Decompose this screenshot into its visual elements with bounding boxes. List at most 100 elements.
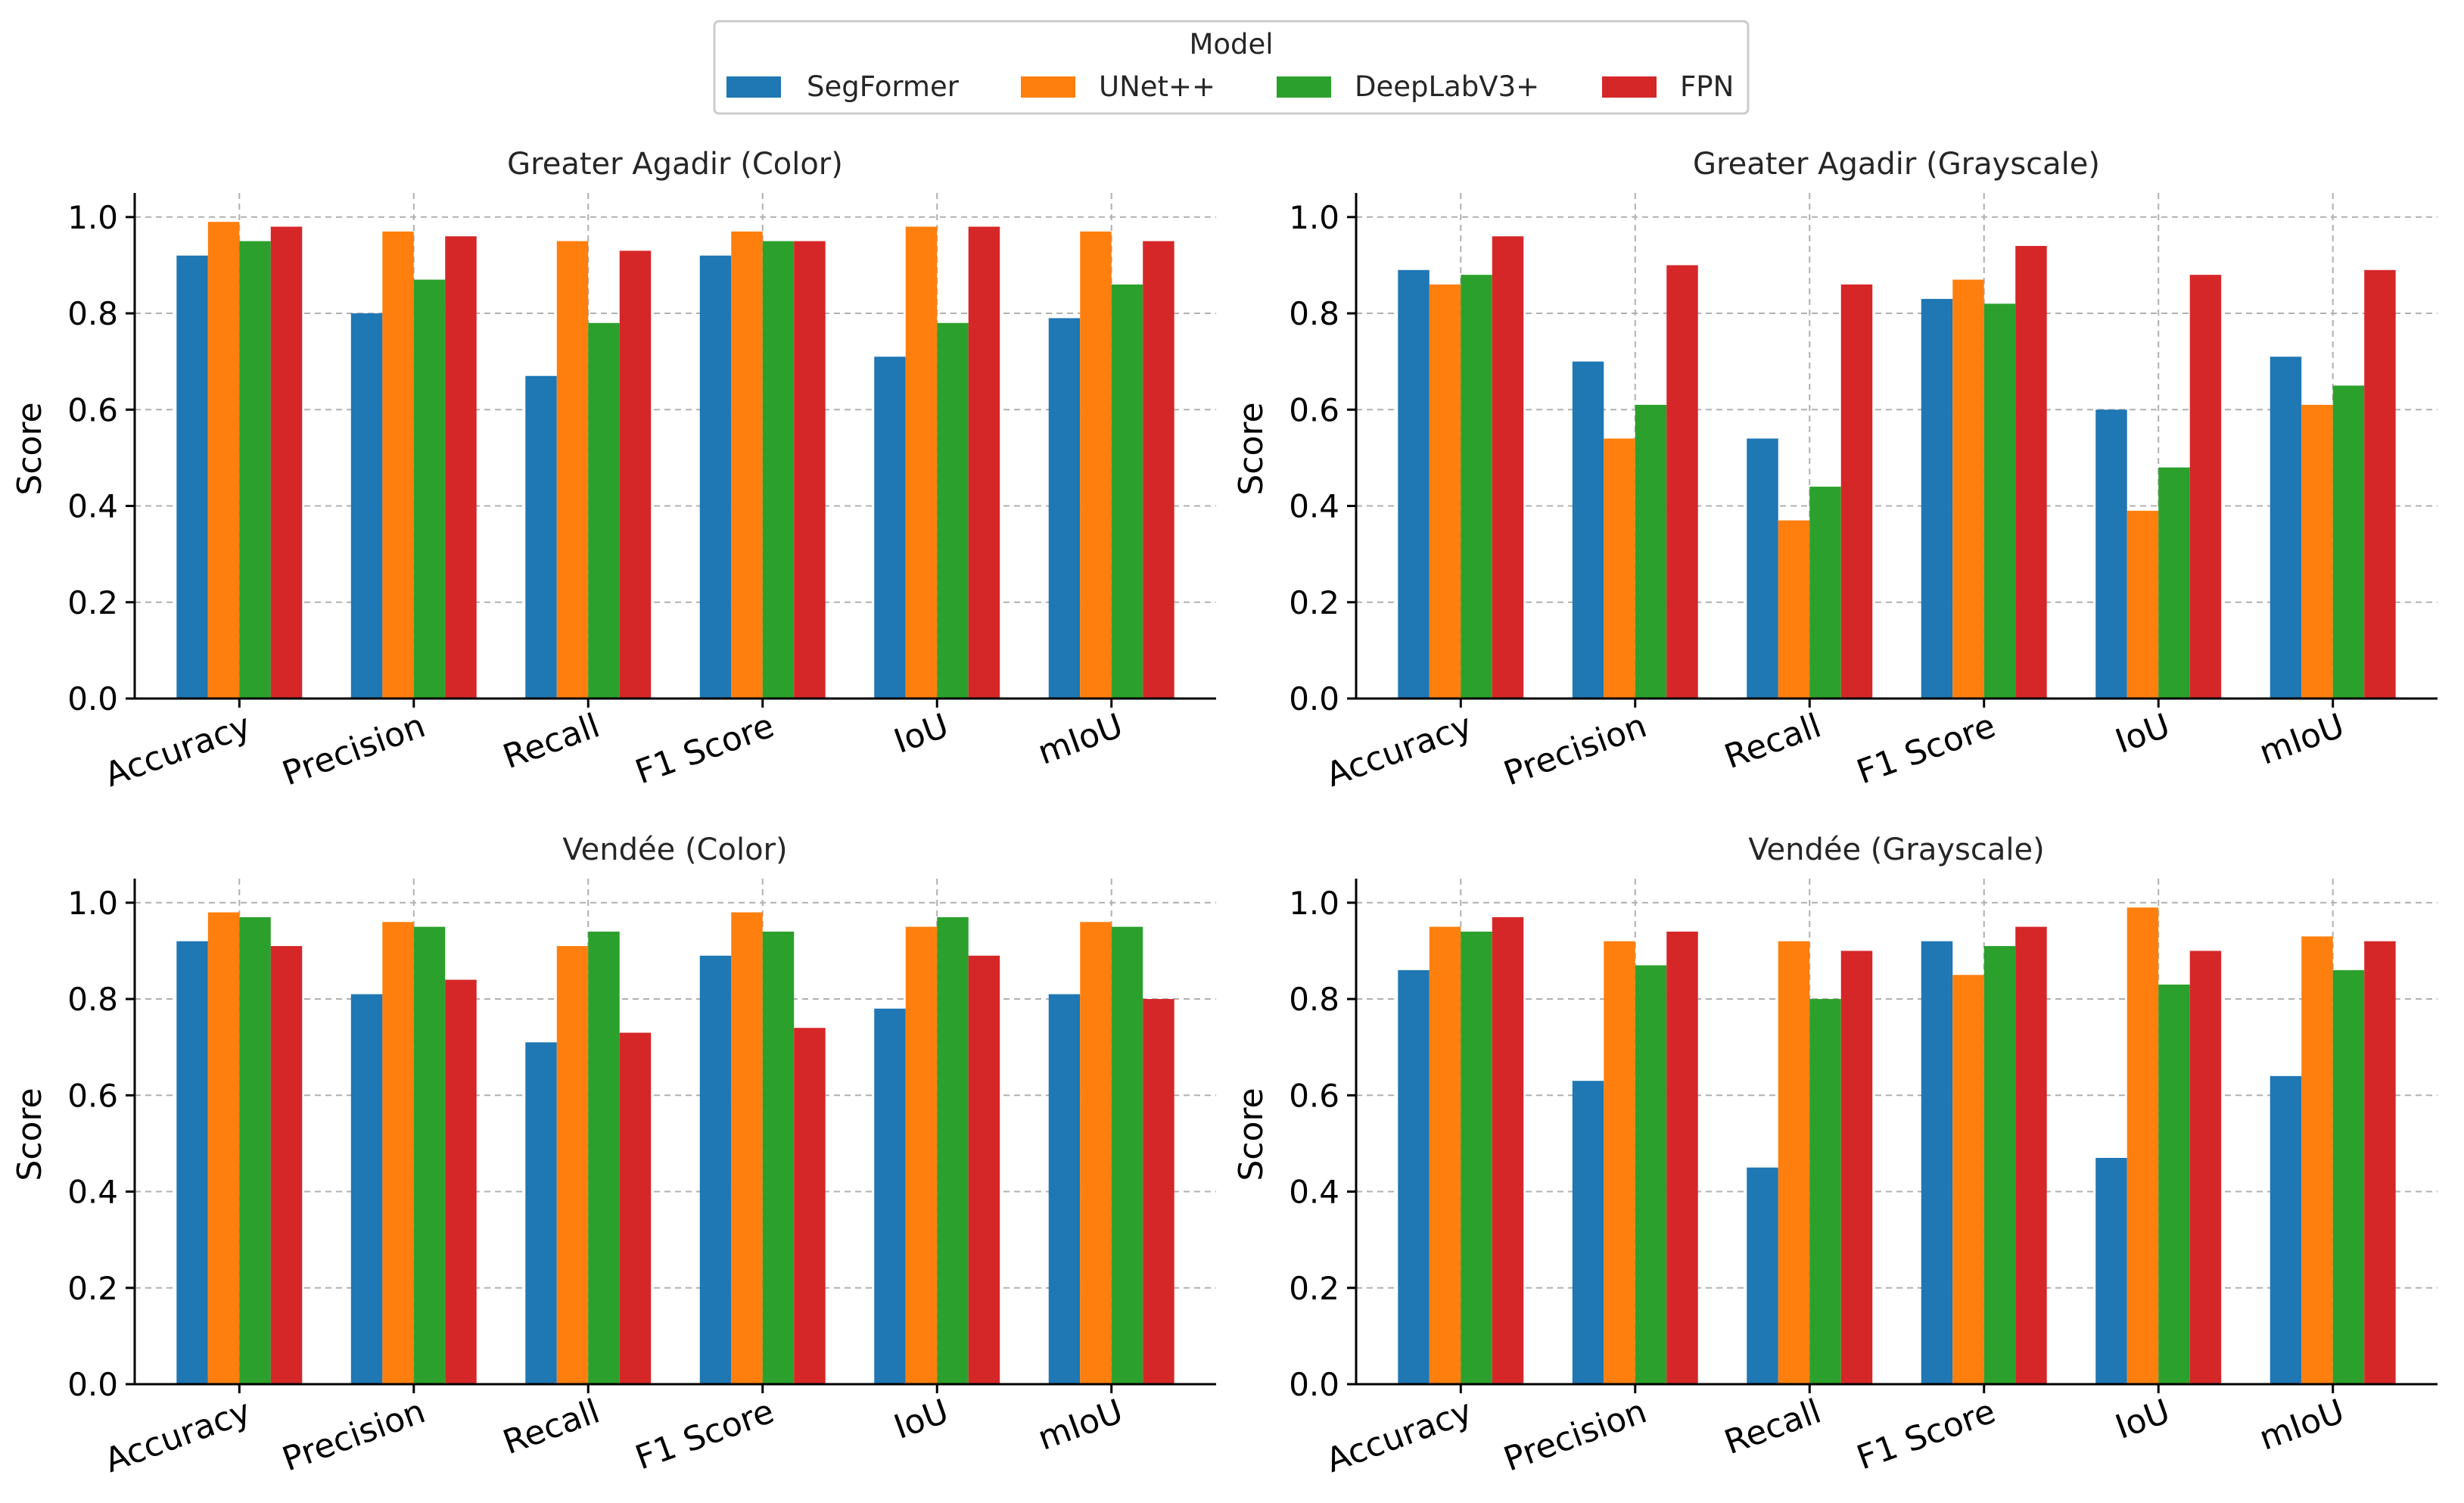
legend: Model SegFormer UNet++ DeepLabV3+ FPN: [713, 20, 1750, 115]
y-tick-label: 0.4: [1289, 1174, 1339, 1211]
bar-unet-miou: [1080, 231, 1112, 699]
legend-item-segformer: SegFormer: [726, 70, 960, 103]
bar-unet-precision: [382, 231, 414, 699]
bar-segformer-precision: [350, 994, 383, 1384]
bar-segformer-precision: [350, 313, 383, 699]
bar-deeplabv3-miou: [2332, 385, 2365, 699]
bar-segformer-precision: [1572, 361, 1604, 699]
bar-segformer-iou: [2095, 1157, 2127, 1384]
series-segformer: [1398, 269, 2302, 699]
legend-title: Model: [1189, 28, 1273, 61]
y-tick-label: 0.8: [1289, 981, 1339, 1018]
bar-fpn-precision: [1666, 931, 1698, 1384]
bar-unet-iou: [2126, 510, 2159, 699]
legend-label-segformer: SegFormer: [807, 70, 960, 103]
bar-segformer-miou: [1048, 994, 1081, 1384]
bar-fpn-miou: [2364, 941, 2396, 1384]
series-unet: [207, 222, 1112, 699]
y-tick-label: 0.4: [67, 488, 118, 525]
y-tick-label: 0.6: [67, 1077, 118, 1114]
bar-segformer-precision: [1572, 1081, 1604, 1384]
y-ticks: 0.0 0.2 0.4 0.6 0.8 1.0: [1289, 885, 1356, 1403]
y-tick-label: 0.8: [1289, 295, 1339, 332]
chart-title: Vendée (Grayscale): [1748, 832, 2044, 867]
series-unet: [1429, 279, 2333, 699]
bar-unet-accuracy: [207, 912, 240, 1384]
y-tick-label: 1.0: [67, 199, 118, 236]
bar-deeplabv3-iou: [2158, 467, 2190, 699]
y-tick-label: 0.0: [1289, 680, 1339, 717]
legend-swatch-unetpp: [1021, 76, 1075, 98]
bars: [1398, 907, 2396, 1384]
bar-deeplabv3-miou: [1111, 926, 1143, 1384]
bar-deeplabv3-f1-score: [1983, 303, 2016, 699]
series-unet: [207, 912, 1112, 1384]
legend-swatch-deeplabv3p: [1277, 76, 1331, 98]
bar-fpn-precision: [445, 236, 477, 699]
bar-deeplabv3-accuracy: [239, 916, 271, 1384]
y-tick-label: 1.0: [1289, 885, 1339, 922]
bar-unet-f1-score: [1952, 975, 1984, 1384]
bar-fpn-miou: [1143, 241, 1174, 699]
bar-unet-precision: [382, 922, 414, 1384]
y-axis-label: Score: [11, 402, 49, 495]
bar-fpn-recall: [1840, 284, 1873, 699]
bar-deeplabv3-iou: [2158, 984, 2190, 1384]
bar-fpn-f1-score: [794, 1028, 826, 1384]
legend-item-deeplabv3p: DeepLabV3+: [1277, 70, 1539, 103]
y-tick-label: 0.4: [67, 1174, 118, 1211]
bar-deeplabv3-f1-score: [1983, 946, 2016, 1384]
series-deeplabv3: [239, 241, 1143, 699]
bar-fpn-accuracy: [1492, 916, 1524, 1384]
chart-title: Greater Agadir (Grayscale): [1693, 147, 2100, 182]
bar-deeplabv3-accuracy: [239, 241, 271, 699]
bar-fpn-iou: [968, 955, 1000, 1384]
series-deeplabv3: [239, 916, 1143, 1384]
bar-deeplabv3-recall: [588, 322, 620, 699]
bar-segformer-miou: [2270, 356, 2302, 699]
bars: [176, 222, 1174, 699]
bar-fpn-recall: [619, 1032, 652, 1384]
bar-fpn-accuracy: [270, 946, 303, 1384]
bar-segformer-accuracy: [1398, 969, 1430, 1384]
y-tick-label: 0.2: [67, 1270, 118, 1307]
chart-title: Vendée (Color): [562, 832, 787, 867]
bar-fpn-miou: [2364, 269, 2396, 699]
bar-unet-recall: [556, 946, 589, 1384]
legend-item-fpn: FPN: [1602, 70, 1734, 103]
bar-segformer-iou: [874, 356, 906, 699]
bar-segformer-iou: [2095, 409, 2127, 699]
bar-deeplabv3-precision: [1635, 965, 1667, 1384]
legend-swatch-fpn: [1602, 76, 1657, 98]
bar-deeplabv3-miou: [2332, 969, 2365, 1384]
series-segformer: [176, 255, 1081, 699]
chart-title: Greater Agadir (Color): [507, 147, 843, 182]
series-segformer: [1398, 941, 2302, 1384]
bar-segformer-accuracy: [176, 941, 208, 1384]
series-fpn: [270, 226, 1174, 699]
y-axis-label: Score: [11, 1088, 49, 1181]
bar-unet-accuracy: [207, 222, 240, 699]
y-tick-label: 0.8: [67, 295, 118, 332]
series-unet: [1429, 907, 2333, 1384]
legend-label-deeplabv3p: DeepLabV3+: [1355, 70, 1539, 103]
y-tick-label: 0.4: [1289, 488, 1339, 525]
bar-deeplabv3-precision: [413, 926, 446, 1384]
y-tick-label: 0.8: [67, 981, 118, 1018]
y-tick-label: 0.0: [67, 1366, 118, 1403]
bar-segformer-recall: [525, 1042, 557, 1384]
bar-fpn-recall: [1840, 951, 1873, 1384]
bar-deeplabv3-precision: [1635, 404, 1667, 699]
y-tick-label: 0.2: [1289, 584, 1339, 621]
bar-deeplabv3-iou: [937, 916, 969, 1384]
y-tick-label: 1.0: [67, 885, 118, 922]
bar-unet-accuracy: [1429, 926, 1461, 1384]
bar-unet-iou: [905, 926, 938, 1384]
series-deeplabv3: [1461, 931, 2365, 1384]
bar-fpn-f1-score: [2015, 926, 2047, 1384]
bar-fpn-recall: [619, 250, 652, 699]
bar-segformer-accuracy: [176, 255, 208, 699]
series-segformer: [176, 941, 1081, 1384]
bar-unet-f1-score: [731, 912, 763, 1384]
